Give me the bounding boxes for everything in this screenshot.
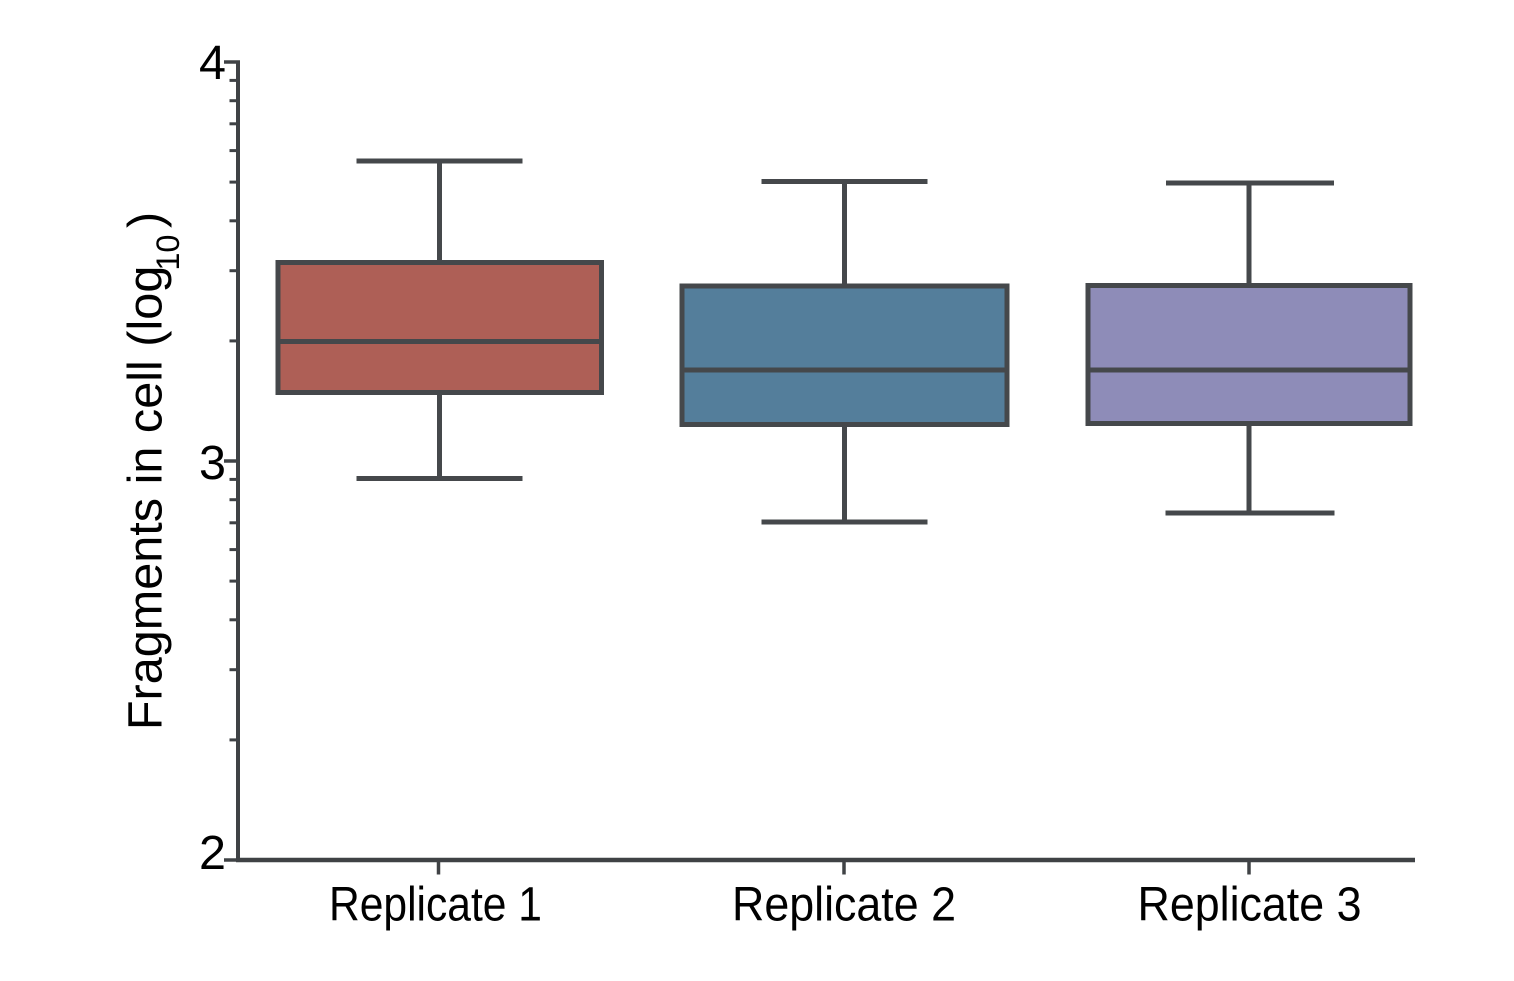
svg-text:Replicate 3: Replicate 3 (1138, 878, 1362, 932)
svg-text:Replicate 1: Replicate 1 (329, 878, 542, 932)
svg-text:3: 3 (199, 436, 226, 490)
svg-text:4: 4 (199, 36, 226, 90)
svg-text:2: 2 (199, 826, 226, 880)
svg-text:Replicate 2: Replicate 2 (732, 878, 956, 932)
